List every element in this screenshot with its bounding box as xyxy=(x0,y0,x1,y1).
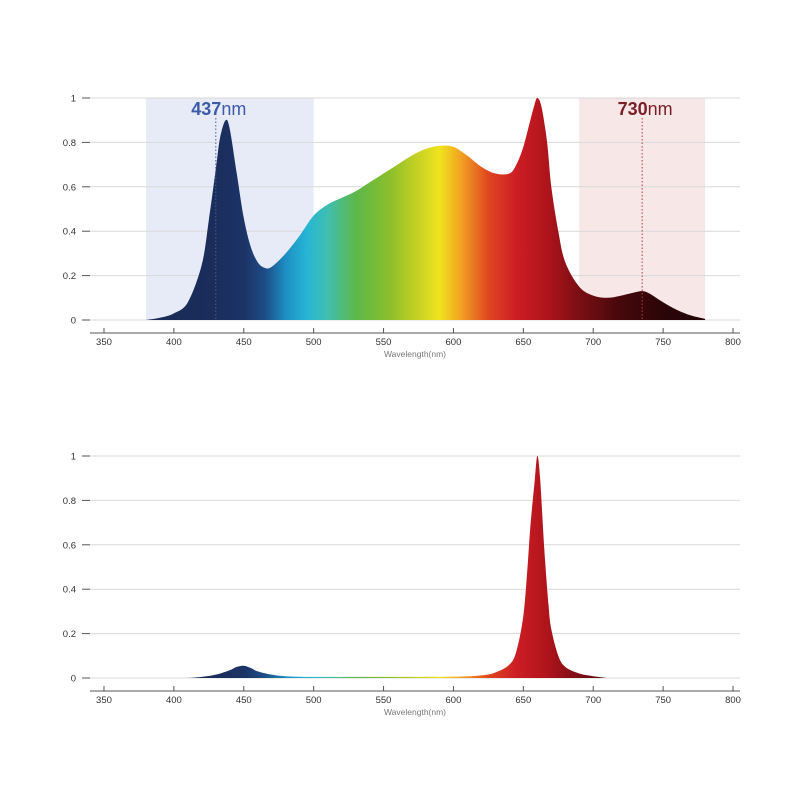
x-axis-title: Wavelength(nm) xyxy=(384,707,446,717)
x-tick-label: 350 xyxy=(96,695,112,706)
peak-unit: nm xyxy=(221,99,246,119)
x-tick-label: 500 xyxy=(306,337,322,348)
x-tick-label: 750 xyxy=(655,337,671,348)
x-tick-label: 750 xyxy=(655,695,671,706)
y-tick-label: 1 xyxy=(71,452,76,463)
x-tick-label: 600 xyxy=(446,337,462,348)
y-tick-label: 0.2 xyxy=(63,629,76,640)
x-tick-label: 700 xyxy=(585,695,601,706)
y-tick-label: 0.8 xyxy=(63,138,76,149)
x-tick-label: 500 xyxy=(306,695,322,706)
x-tick-label: 650 xyxy=(515,695,531,706)
x-tick-label: 800 xyxy=(725,337,741,348)
y-tick-label: 1 xyxy=(71,94,76,105)
y-tick-label: 0.4 xyxy=(63,585,76,596)
x-tick-label: 700 xyxy=(585,337,601,348)
y-tick-label: 0.4 xyxy=(63,227,76,238)
x-tick-label: 450 xyxy=(236,337,252,348)
spectrum-area xyxy=(187,455,608,678)
peak-annotation-label: 437nm xyxy=(191,99,246,119)
chart-bottom: 0 0.2 0.4 0.6 0.8 1 350 400 450 500 550 600 650 700 75… xyxy=(63,452,741,718)
x-tick-label: 400 xyxy=(166,337,182,348)
x-tick-label: 400 xyxy=(166,695,182,706)
x-tick-label: 650 xyxy=(515,337,531,348)
peak-annotation-label: 730nm xyxy=(618,99,673,119)
peak-unit: nm xyxy=(648,99,673,119)
y-tick-label: 0.2 xyxy=(63,271,76,282)
y-tick-label: 0 xyxy=(71,674,76,685)
peak-value: 730 xyxy=(618,99,648,119)
peak-value: 437 xyxy=(191,99,221,119)
x-tick-label: 350 xyxy=(96,337,112,348)
x-tick-label: 450 xyxy=(236,695,252,706)
x-tick-label: 550 xyxy=(376,337,392,348)
x-tick-label: 600 xyxy=(446,695,462,706)
spectrum-area xyxy=(145,97,706,320)
x-tick-label: 550 xyxy=(376,695,392,706)
y-tick-label: 0.6 xyxy=(63,182,76,193)
x-tick-label: 800 xyxy=(725,695,741,706)
y-tick-label: 0.6 xyxy=(63,540,76,551)
y-tick-label: 0.8 xyxy=(63,496,76,507)
x-axis-title: Wavelength(nm) xyxy=(384,349,446,359)
y-tick-label: 0 xyxy=(71,316,76,327)
